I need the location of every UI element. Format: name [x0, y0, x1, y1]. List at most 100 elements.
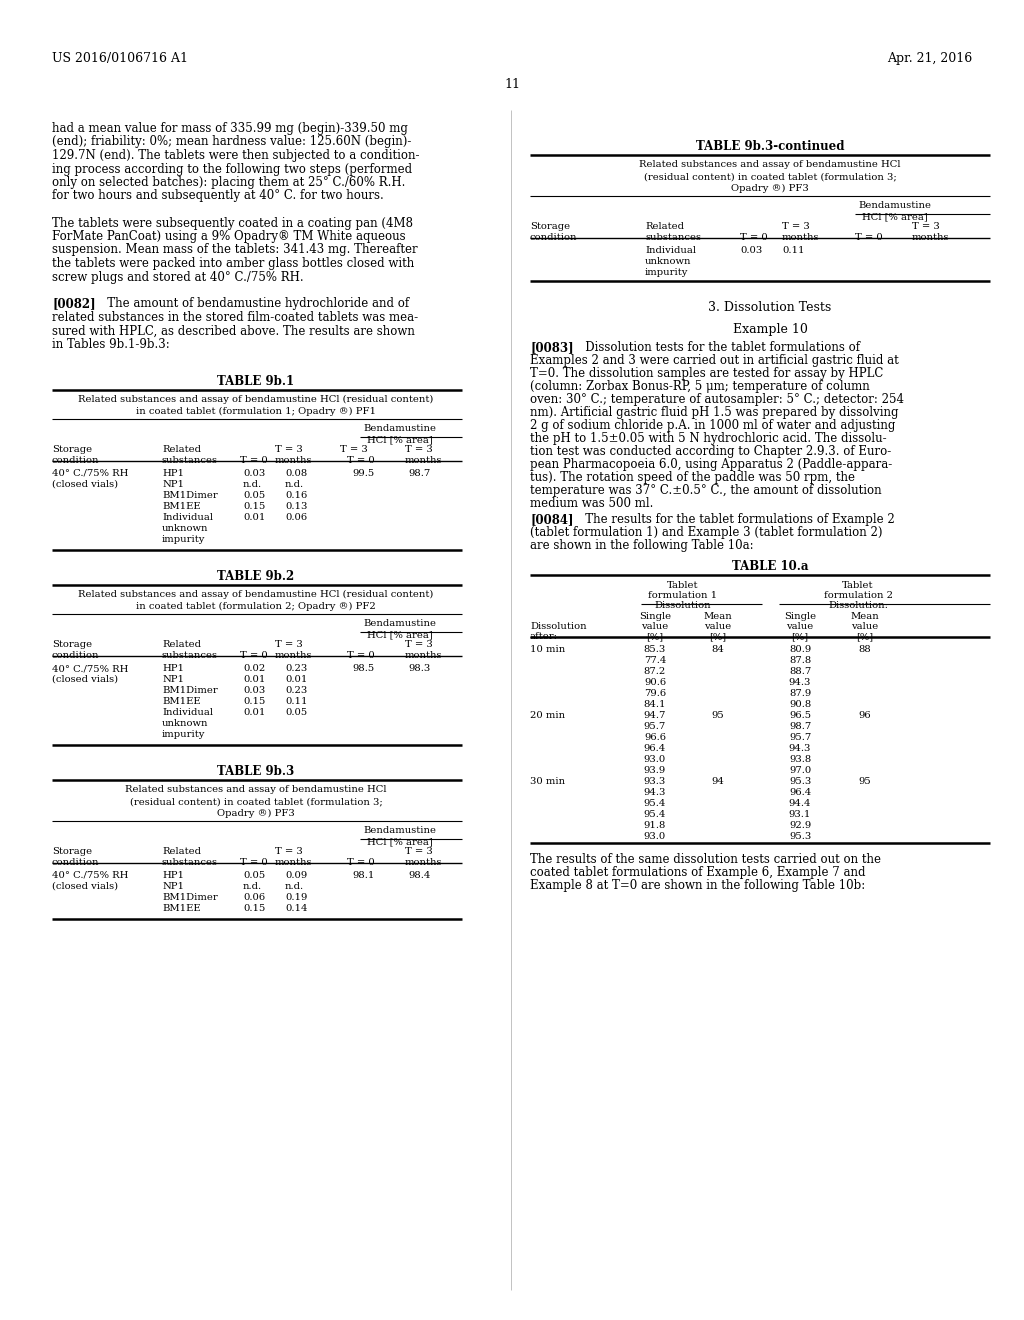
Text: ForMate PanCoat) using a 9% Opadry® TM White aqueous: ForMate PanCoat) using a 9% Opadry® TM W… [52, 230, 406, 243]
Text: 129.7N (end). The tablets were then subjected to a condition-: 129.7N (end). The tablets were then subj… [52, 149, 420, 162]
Text: screw plugs and stored at 40° C./75% RH.: screw plugs and stored at 40° C./75% RH. [52, 271, 304, 284]
Text: impurity: impurity [162, 535, 206, 544]
Text: T = 3: T = 3 [406, 640, 433, 649]
Text: sured with HPLC, as described above. The results are shown: sured with HPLC, as described above. The… [52, 325, 415, 338]
Text: The tablets were subsequently coated in a coating pan (4M8: The tablets were subsequently coated in … [52, 216, 413, 230]
Text: T = 3: T = 3 [406, 445, 433, 454]
Text: medium was 500 ml.: medium was 500 ml. [530, 498, 653, 510]
Text: condition: condition [52, 651, 99, 660]
Text: value: value [786, 622, 814, 631]
Text: 98.7: 98.7 [408, 469, 430, 478]
Text: 97.0: 97.0 [788, 766, 811, 775]
Text: Storage: Storage [52, 640, 92, 649]
Text: (tablet formulation 1) and Example 3 (tablet formulation 2): (tablet formulation 1) and Example 3 (ta… [530, 525, 883, 539]
Text: TABLE 9b.3-continued: TABLE 9b.3-continued [695, 140, 844, 153]
Text: (residual content) in coated tablet (formulation 3;: (residual content) in coated tablet (for… [644, 172, 896, 181]
Text: only on selected batches): placing them at 25° C./60% R.H.: only on selected batches): placing them … [52, 176, 406, 189]
Text: HCl [% area]: HCl [% area] [368, 837, 433, 846]
Text: Storage: Storage [530, 222, 570, 231]
Text: (column: Zorbax Bonus-RP, 5 μm; temperature of column: (column: Zorbax Bonus-RP, 5 μm; temperat… [530, 380, 869, 393]
Text: unknown: unknown [162, 719, 209, 729]
Text: 0.01: 0.01 [243, 675, 265, 684]
Text: Bendamustine: Bendamustine [364, 619, 436, 628]
Text: TABLE 9b.1: TABLE 9b.1 [217, 375, 295, 388]
Text: 93.8: 93.8 [788, 755, 811, 764]
Text: TABLE 9b.2: TABLE 9b.2 [217, 570, 295, 583]
Text: condition: condition [52, 858, 99, 867]
Text: Dissolution: Dissolution [654, 601, 712, 610]
Text: HP1: HP1 [162, 469, 184, 478]
Text: T = 0: T = 0 [347, 651, 375, 660]
Text: 95: 95 [712, 711, 724, 719]
Text: 93.1: 93.1 [788, 810, 811, 818]
Text: BM1EE: BM1EE [162, 502, 201, 511]
Text: Storage: Storage [52, 445, 92, 454]
Text: value: value [851, 622, 879, 631]
Text: The results for the tablet formulations of Example 2: The results for the tablet formulations … [574, 513, 895, 525]
Text: in Tables 9b.1-9b.3:: in Tables 9b.1-9b.3: [52, 338, 170, 351]
Text: 3. Dissolution Tests: 3. Dissolution Tests [709, 301, 831, 314]
Text: Storage: Storage [52, 847, 92, 855]
Text: [%]: [%] [646, 632, 664, 642]
Text: HP1: HP1 [162, 871, 184, 880]
Text: coated tablet formulations of Example 6, Example 7 and: coated tablet formulations of Example 6,… [530, 866, 865, 879]
Text: NP1: NP1 [162, 882, 184, 891]
Text: (closed vials): (closed vials) [52, 480, 118, 488]
Text: Dissolution:: Dissolution: [828, 601, 888, 610]
Text: T = 0: T = 0 [855, 234, 883, 242]
Text: in coated tablet (formulation 2; Opadry ®) PF2: in coated tablet (formulation 2; Opadry … [136, 602, 376, 611]
Text: 0.15: 0.15 [243, 697, 265, 706]
Text: Tablet: Tablet [843, 581, 873, 590]
Text: 94.3: 94.3 [788, 744, 811, 752]
Text: n.d.: n.d. [285, 882, 304, 891]
Text: temperature was 37° C.±0.5° C., the amount of dissolution: temperature was 37° C.±0.5° C., the amou… [530, 484, 882, 498]
Text: [%]: [%] [792, 632, 809, 642]
Text: Bendamustine: Bendamustine [858, 201, 932, 210]
Text: 0.09: 0.09 [285, 871, 307, 880]
Text: 95.4: 95.4 [644, 810, 667, 818]
Text: 80.9: 80.9 [788, 645, 811, 653]
Text: 84.1: 84.1 [644, 700, 667, 709]
Text: condition: condition [52, 455, 99, 465]
Text: tus). The rotation speed of the paddle was 50 rpm, the: tus). The rotation speed of the paddle w… [530, 471, 855, 484]
Text: Bendamustine: Bendamustine [364, 826, 436, 836]
Text: substances: substances [645, 234, 701, 242]
Text: 96.5: 96.5 [788, 711, 811, 719]
Text: 30 min: 30 min [530, 777, 565, 785]
Text: [%]: [%] [856, 632, 873, 642]
Text: oven: 30° C.; temperature of autosampler: 5° C.; detector: 254: oven: 30° C.; temperature of autosampler… [530, 393, 904, 407]
Text: 96: 96 [859, 711, 871, 719]
Text: T = 0: T = 0 [240, 455, 267, 465]
Text: 0.23: 0.23 [285, 686, 307, 696]
Text: The results of the same dissolution tests carried out on the: The results of the same dissolution test… [530, 853, 881, 866]
Text: Opadry ®) PF3: Opadry ®) PF3 [217, 809, 295, 818]
Text: unknown: unknown [162, 524, 209, 533]
Text: impurity: impurity [645, 268, 688, 277]
Text: BM1Dimer: BM1Dimer [162, 686, 218, 696]
Text: 94.3: 94.3 [644, 788, 667, 797]
Text: 92.9: 92.9 [788, 821, 811, 830]
Text: 0.05: 0.05 [243, 871, 265, 880]
Text: 0.03: 0.03 [243, 469, 265, 478]
Text: (closed vials): (closed vials) [52, 882, 118, 891]
Text: Mean: Mean [851, 612, 880, 620]
Text: Related substances and assay of bendamustine HCl: Related substances and assay of bendamus… [125, 785, 387, 795]
Text: Examples 2 and 3 were carried out in artificial gastric fluid at: Examples 2 and 3 were carried out in art… [530, 354, 899, 367]
Text: the tablets were packed into amber glass bottles closed with: the tablets were packed into amber glass… [52, 257, 415, 271]
Text: n.d.: n.d. [243, 480, 262, 488]
Text: Example 8 at T=0 are shown in the following Table 10b:: Example 8 at T=0 are shown in the follow… [530, 879, 865, 892]
Text: T = 3: T = 3 [275, 640, 303, 649]
Text: HCl [% area]: HCl [% area] [862, 213, 928, 220]
Text: months: months [912, 234, 949, 242]
Text: unknown: unknown [645, 257, 691, 267]
Text: TABLE 10.a: TABLE 10.a [732, 560, 808, 573]
Text: 99.5: 99.5 [352, 469, 374, 478]
Text: 85.3: 85.3 [644, 645, 667, 653]
Text: 0.02: 0.02 [243, 664, 265, 673]
Text: 0.06: 0.06 [285, 513, 307, 521]
Text: related substances in the stored film-coated tablets was mea-: related substances in the stored film-co… [52, 312, 418, 323]
Text: 40° C./75% RH: 40° C./75% RH [52, 664, 128, 673]
Text: 93.3: 93.3 [644, 777, 667, 785]
Text: Mean: Mean [703, 612, 732, 620]
Text: 98.7: 98.7 [788, 722, 811, 731]
